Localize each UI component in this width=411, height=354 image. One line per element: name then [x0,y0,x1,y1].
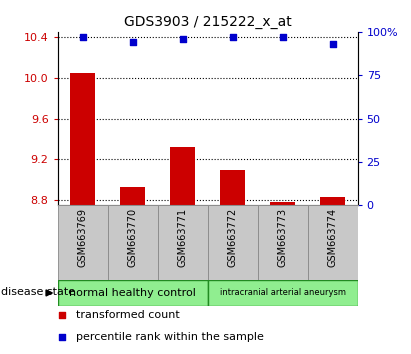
Bar [208,205,258,280]
Bar [208,280,358,306]
Bar [320,197,345,205]
Bar [220,170,245,205]
Text: GSM663772: GSM663772 [228,207,238,267]
Point [129,39,136,45]
Text: intracranial arterial aneurysm: intracranial arterial aneurysm [219,289,346,297]
Bar [108,205,157,280]
Point [229,34,236,40]
Point [59,334,65,339]
Text: disease state: disease state [1,287,75,297]
Bar [307,205,358,280]
Text: GSM663773: GSM663773 [277,207,288,267]
Text: transformed count: transformed count [76,310,179,320]
Bar [70,73,95,205]
Text: GSM663769: GSM663769 [78,207,88,267]
Text: GSM663770: GSM663770 [127,207,138,267]
Title: GDS3903 / 215222_x_at: GDS3903 / 215222_x_at [124,16,291,29]
Text: percentile rank within the sample: percentile rank within the sample [76,332,263,342]
Bar [58,205,108,280]
Bar [58,280,208,306]
Text: normal healthy control: normal healthy control [69,288,196,298]
Bar [157,205,208,280]
Bar [258,205,307,280]
Point [279,34,286,40]
Text: GSM663774: GSM663774 [328,207,337,267]
Bar [270,202,295,205]
Text: GSM663771: GSM663771 [178,207,187,267]
Point [329,41,336,47]
Point [179,36,186,42]
Bar [170,147,195,205]
Point [79,34,86,40]
Bar [120,187,145,205]
Point [59,312,65,318]
